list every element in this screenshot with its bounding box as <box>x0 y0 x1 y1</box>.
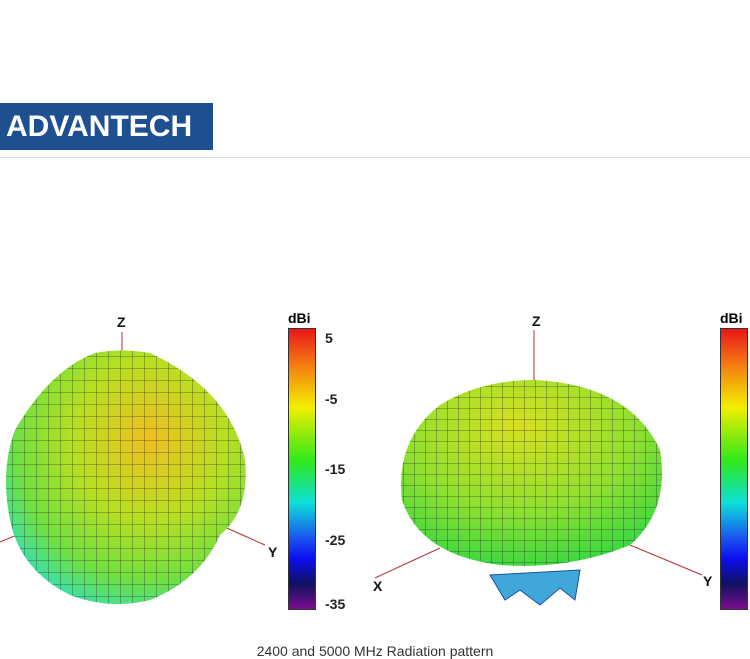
colorbar-tick: -35 <box>325 596 346 612</box>
y-axis-label: Y <box>703 573 713 589</box>
header-divider <box>0 157 750 158</box>
colorbar-tick: 5 <box>325 330 333 346</box>
colorbar-tick: -15 <box>325 461 346 477</box>
colorbar <box>288 328 316 610</box>
y-axis-line <box>219 524 266 546</box>
radiation-pattern-3d-right <box>374 330 703 606</box>
x-axis-label: X <box>373 578 383 594</box>
radiation-pattern-3d-left <box>0 332 266 604</box>
colorbar-tick: -5 <box>325 391 338 407</box>
colorbar-title: dBi <box>288 310 311 326</box>
colorbar-tick: -25 <box>325 532 346 548</box>
z-axis-label: Z <box>532 313 541 329</box>
colorbar-title: dBi <box>720 310 743 326</box>
z-axis-label: Z <box>117 314 126 330</box>
figure-caption: 2400 and 5000 MHz Radiation pattern <box>256 643 494 659</box>
advantech-logo: ADVANTECH <box>0 103 213 150</box>
colorbar <box>720 328 748 610</box>
y-axis-label: Y <box>268 544 278 560</box>
